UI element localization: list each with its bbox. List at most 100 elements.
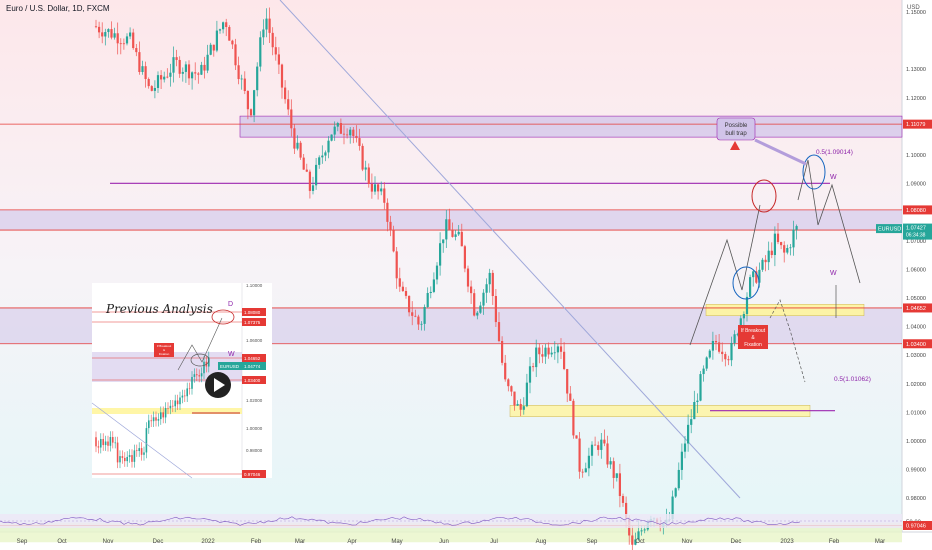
candle-body [215, 30, 218, 51]
candle-body [575, 435, 578, 439]
candle-body [346, 134, 349, 136]
x-tick-label: 2023 [780, 539, 794, 545]
highlight-ellipse-top [751, 179, 777, 213]
candle-body [203, 64, 206, 71]
candle-body [129, 32, 132, 37]
inset-candle-body [164, 407, 167, 418]
inset-breakout-text: If Breakout [157, 344, 172, 348]
inset-level-text: 1.03400 [244, 378, 261, 383]
candle-body [708, 350, 711, 358]
candle-body [361, 145, 364, 170]
x-tick-label: Nov [682, 539, 693, 545]
candle-body [178, 59, 181, 74]
y-tick-label: 1.01000 [906, 410, 926, 416]
candle-body [94, 26, 98, 28]
x-tick-label: Dec [731, 539, 742, 545]
candle-body [699, 374, 702, 401]
candle-body [615, 473, 618, 478]
candle-body [786, 247, 789, 253]
candle-body [693, 402, 696, 420]
candle-body [364, 167, 367, 170]
candle-body [225, 22, 228, 28]
candle-body [597, 445, 600, 450]
inset-candle-body [152, 417, 155, 422]
candle-body [104, 32, 107, 37]
highlight-ellipse-trap [802, 154, 826, 190]
projection-path [797, 159, 861, 284]
inset-candle-body [112, 437, 114, 443]
x-tick-label: Jun [439, 539, 449, 545]
candle-body [501, 341, 504, 363]
fib-label-upper: 0.5(1.09014) [816, 149, 853, 156]
oscillator-band [0, 514, 902, 528]
inset-ellipse-mid [190, 353, 210, 367]
candle-body [448, 219, 451, 230]
candle-body [256, 66, 259, 91]
x-tick-label: Oct [57, 539, 67, 545]
candle-body [671, 496, 674, 520]
candle-body [544, 347, 547, 357]
candle-body [163, 76, 166, 80]
candle-body [569, 393, 572, 401]
candle-body [311, 185, 315, 191]
inset-candle-body [160, 412, 162, 420]
candle-body [327, 140, 330, 153]
candle-body [690, 419, 693, 425]
candle-body [423, 306, 426, 324]
candle-body [160, 75, 163, 80]
candle-body [200, 64, 203, 75]
y-tick-label: 1.09000 [906, 182, 926, 188]
candle-body [578, 438, 581, 472]
candle-body [442, 239, 445, 244]
inset-candle-body [169, 405, 172, 409]
candle-body [231, 40, 234, 45]
x-tick-label: Nov [103, 539, 114, 545]
candle-body [166, 76, 169, 78]
candle-body [249, 109, 253, 116]
candle-body [370, 184, 373, 192]
inset-tick-label: 1.00000 [246, 426, 263, 431]
candle-body [308, 171, 311, 191]
candle-body [426, 293, 429, 307]
inset-level-tag [242, 308, 266, 316]
candle-body [584, 468, 587, 473]
candle-body [302, 157, 305, 170]
candle-body [321, 155, 324, 158]
candle-body [274, 47, 277, 55]
candle-body [553, 352, 556, 354]
candle-body [563, 351, 566, 370]
candle-body [485, 284, 488, 293]
candle-body [677, 469, 680, 489]
inset-tick-label: 1.02000 [246, 398, 263, 403]
x-tick-label: May [391, 539, 402, 545]
level-tag [903, 303, 932, 313]
inset-candle-body [167, 407, 169, 409]
candle-body [169, 72, 172, 77]
inset-candle-body [184, 395, 186, 397]
x-tick-label: Dec [153, 539, 164, 545]
current-price-label: 1.07427 [906, 226, 926, 232]
candle-body [674, 488, 677, 497]
breakout-text: Fixation [744, 342, 762, 348]
candle-body [240, 78, 243, 80]
inset-candle-body [162, 412, 164, 418]
candle-body [547, 347, 550, 355]
candle-body [395, 251, 398, 279]
inset-candle-body [100, 438, 102, 448]
inset-price: 1.04774 [244, 364, 261, 369]
inset-w-label: W [228, 351, 235, 358]
candle-body [234, 44, 237, 66]
candle-body [460, 231, 463, 247]
inset-candle-body [203, 361, 205, 374]
candle-body [392, 230, 395, 252]
candle-body [479, 305, 482, 313]
candle-body [209, 44, 212, 55]
candle-body [299, 142, 302, 158]
candle-body [473, 293, 476, 316]
y-tick-label: 1.06000 [906, 267, 926, 273]
breakout-callout [738, 325, 768, 349]
candle-body [507, 379, 510, 387]
inset-candle-body [143, 452, 145, 455]
y-tick-label: 1.13000 [906, 67, 926, 73]
